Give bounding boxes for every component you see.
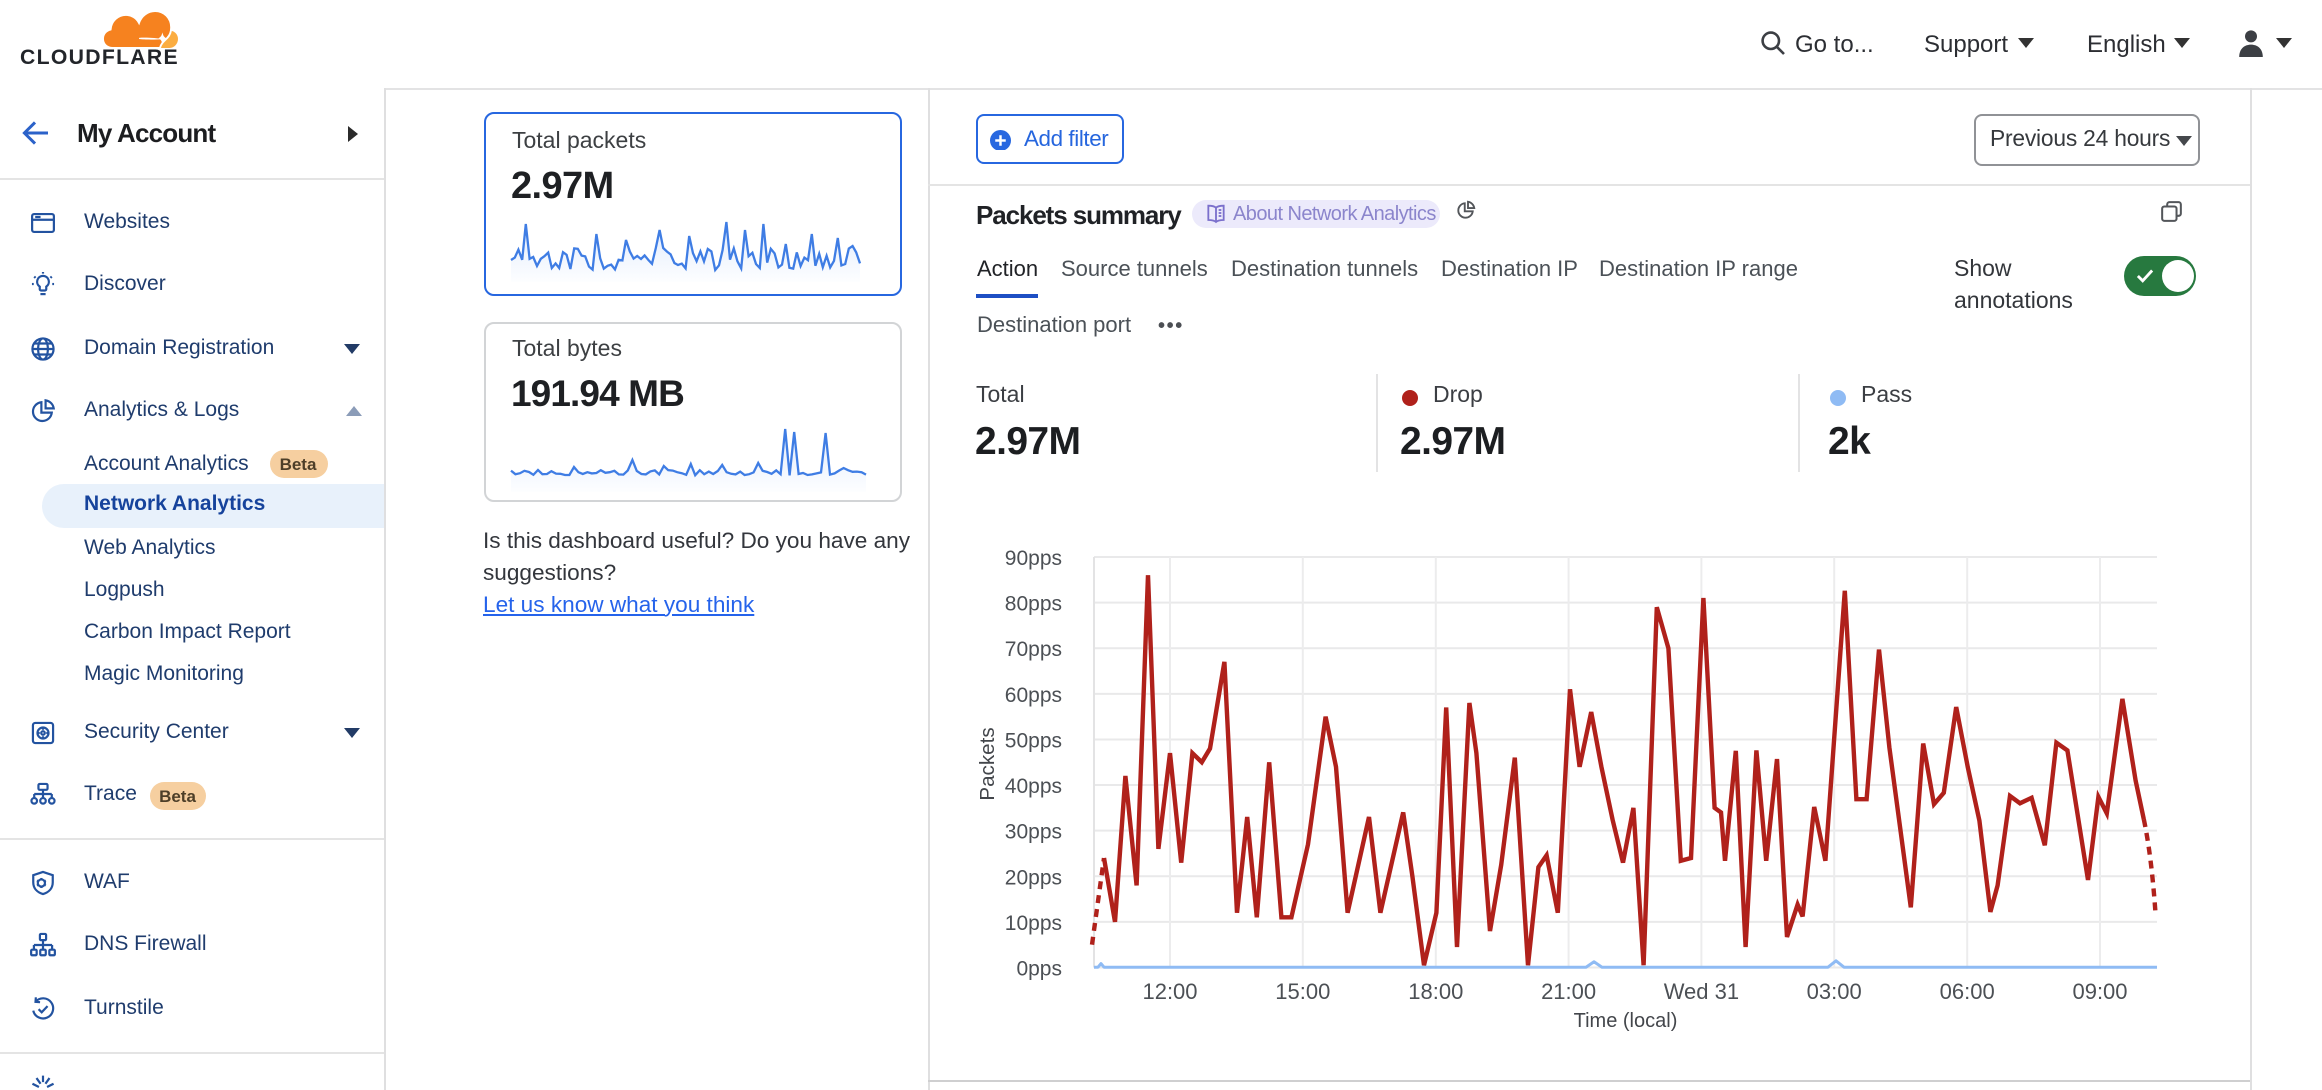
svg-text:Wed 31: Wed 31 — [1664, 979, 1739, 1004]
svg-text:0pps: 0pps — [1016, 958, 1062, 981]
svg-text:70pps: 70pps — [1005, 638, 1062, 661]
svg-text:Packets: Packets — [976, 727, 999, 800]
svg-text:40pps: 40pps — [1005, 775, 1062, 798]
svg-text:12:00: 12:00 — [1142, 979, 1197, 1004]
svg-text:30pps: 30pps — [1005, 821, 1062, 844]
svg-text:21:00: 21:00 — [1541, 979, 1596, 1004]
svg-text:Time (local): Time (local) — [1574, 1010, 1678, 1032]
svg-text:03:00: 03:00 — [1807, 979, 1862, 1004]
svg-text:20pps: 20pps — [1005, 866, 1062, 889]
svg-text:06:00: 06:00 — [1940, 979, 1995, 1004]
svg-text:18:00: 18:00 — [1408, 979, 1463, 1004]
svg-text:90pps: 90pps — [1005, 547, 1062, 570]
svg-text:50pps: 50pps — [1005, 729, 1062, 752]
svg-text:15:00: 15:00 — [1275, 979, 1330, 1004]
svg-text:60pps: 60pps — [1005, 684, 1062, 707]
svg-text:09:00: 09:00 — [2072, 979, 2127, 1004]
svg-text:10pps: 10pps — [1005, 912, 1062, 935]
svg-text:80pps: 80pps — [1005, 593, 1062, 616]
